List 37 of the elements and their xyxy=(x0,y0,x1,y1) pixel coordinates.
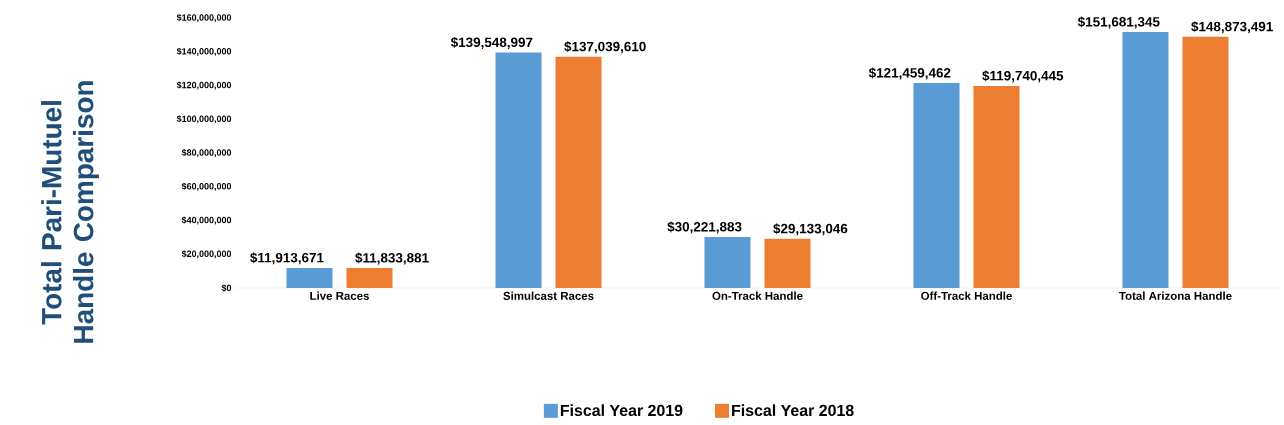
data-label: $30,221,883 xyxy=(667,221,742,234)
bar xyxy=(764,238,811,288)
bar xyxy=(973,85,1020,288)
data-label: $119,740,445 xyxy=(982,70,1064,83)
x-tick-label: Off-Track Handle xyxy=(921,291,1012,300)
data-label: $151,681,345 xyxy=(1077,16,1160,29)
bar xyxy=(704,237,751,288)
y-axis-title: Total Pari-Mutuel Handle Comparison xyxy=(41,81,99,343)
x-tick-label: Total Arizona Handle xyxy=(1119,291,1232,300)
data-label: $139,548,997 xyxy=(450,36,533,49)
y-tick-label: $0 xyxy=(221,284,232,292)
x-tick-label: Live Races xyxy=(310,291,369,300)
y-tick-label: $40,000,000 xyxy=(181,216,232,225)
y-tick-label: $80,000,000 xyxy=(181,148,232,158)
legend-label: Fiscal Year 2019 xyxy=(560,404,683,417)
x-tick-label: Simulcast Races xyxy=(503,291,594,300)
y-tick-label: $140,000,000 xyxy=(176,47,232,56)
y-tick-label: $120,000,000 xyxy=(176,81,232,90)
y-tick-label: $100,000,000 xyxy=(176,115,232,124)
data-label: $148,873,491 xyxy=(1191,21,1273,34)
x-tick-label: On-Track Handle xyxy=(712,291,803,300)
data-label: $29,133,046 xyxy=(773,223,848,236)
data-label: $121,459,462 xyxy=(868,67,951,80)
bar xyxy=(1182,36,1229,288)
bar xyxy=(555,56,602,288)
bar xyxy=(913,83,960,288)
data-label: $11,913,671 xyxy=(250,252,324,265)
bar xyxy=(1122,32,1169,288)
data-label: $137,039,610 xyxy=(564,41,646,54)
y-tick-label: $60,000,000 xyxy=(181,182,232,191)
data-label: $11,833,881 xyxy=(355,252,429,265)
y-tick-label: $20,000,000 xyxy=(181,250,232,259)
legend-label: Fiscal Year 2018 xyxy=(732,404,854,417)
bar xyxy=(346,268,393,288)
bar xyxy=(495,52,542,288)
y-tick-label: $160,000,000 xyxy=(176,13,232,23)
bar xyxy=(286,267,333,288)
